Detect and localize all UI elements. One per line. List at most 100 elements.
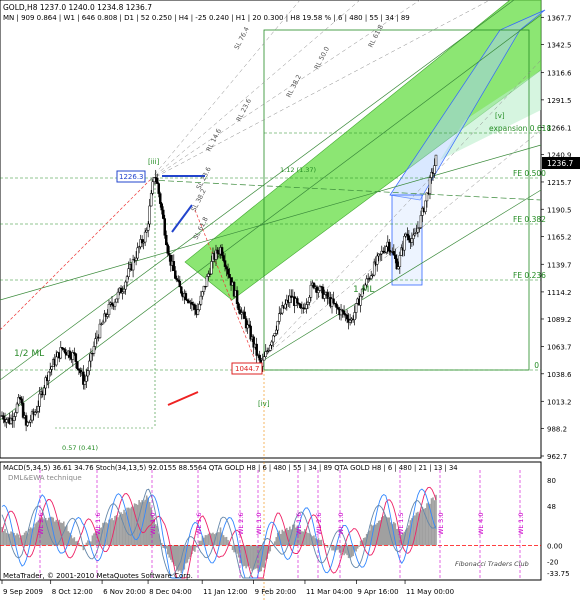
macd-bar <box>373 524 376 546</box>
macd-bar <box>402 533 404 546</box>
time-tick-label: 8 Dec 04:00 <box>149 588 192 596</box>
candle-body <box>255 343 258 356</box>
macd-bar <box>138 500 140 546</box>
red-support-segment <box>167 391 199 406</box>
macd-bar <box>240 545 243 564</box>
macd-bar <box>213 534 216 546</box>
macd-bar <box>78 542 80 546</box>
macd-bar <box>11 532 14 546</box>
macd-bar <box>270 545 273 547</box>
fib-zero-label: 0 <box>534 361 539 370</box>
candle-body <box>15 403 19 413</box>
macd-bar <box>209 532 211 546</box>
macd-bar <box>429 503 431 546</box>
candle-body <box>318 286 322 291</box>
candle-body <box>146 223 150 231</box>
candle-body <box>64 349 67 354</box>
time-tick-label: 9 Apr 16:00 <box>357 588 398 596</box>
indicator-tick-label: 80 <box>547 477 556 485</box>
macd-bar <box>79 545 82 547</box>
candle-body <box>323 294 326 299</box>
bottom-price-text: 1044.7 <box>235 365 260 373</box>
fork-level-label: SL 76.4 <box>233 26 251 51</box>
macd-bar <box>162 545 165 548</box>
price-tick-label: 1139.7 <box>547 261 572 269</box>
candle-body <box>44 377 47 389</box>
fork-line-2 <box>0 0 515 381</box>
bottom-price-box <box>231 362 263 375</box>
price-tick-label: 1089.2 <box>547 316 572 324</box>
candle-body <box>100 323 103 326</box>
candle-body <box>152 177 156 183</box>
candle-body <box>47 371 50 382</box>
candle-body <box>71 352 75 360</box>
candle-body <box>158 193 162 204</box>
macd-bar <box>405 529 407 546</box>
time-tick-label: 11 Mar 04:00 <box>306 588 353 596</box>
macd-bar <box>225 536 228 546</box>
macd-bar <box>261 545 264 568</box>
price-tick-label: 988.2 <box>547 425 567 433</box>
candle-body <box>101 321 105 325</box>
top-price-box <box>116 170 146 183</box>
candle-body <box>79 370 82 374</box>
candle-body <box>68 350 72 358</box>
macd-bar <box>139 502 142 546</box>
indicator-vertical-label: WL 4.0 <box>477 513 485 535</box>
indicator-vertical-label: WL 1.0 <box>337 513 345 535</box>
price-axis: 1367.7 1342.5 1316.6 1291.5 1266.1 1240.9 1215… <box>541 14 572 461</box>
macd-bar <box>5 532 8 546</box>
fe-0500-label: FE 0.500 <box>513 169 546 178</box>
macd-bar <box>212 532 214 546</box>
fan-line-5 <box>259 59 542 361</box>
candle-body <box>193 304 197 310</box>
macd-bar <box>251 545 253 571</box>
macd-bar <box>96 533 98 546</box>
macd-bar <box>298 529 300 546</box>
candle-body <box>428 177 432 194</box>
macd-bar <box>389 522 392 546</box>
candle-body <box>136 247 139 259</box>
macd-bar <box>334 545 336 553</box>
price-tick-label: 1316.6 <box>547 70 572 78</box>
candle-body <box>308 297 311 303</box>
ratio-mid-label: 1.12 (1.37) <box>280 166 316 174</box>
price-tick-label: 1240.9 <box>547 152 572 160</box>
fork-lines <box>0 0 542 421</box>
candle-body <box>33 412 37 415</box>
macd-bar <box>111 518 113 546</box>
macd-bar <box>420 510 422 546</box>
price-tick-label: 1367.7 <box>547 14 572 22</box>
candle-body <box>163 218 166 236</box>
candle-body <box>410 238 414 243</box>
macd-bar <box>350 545 353 558</box>
candle-body <box>151 181 154 194</box>
stoch-signal-line <box>1 488 437 579</box>
blue-fork-area <box>389 9 546 201</box>
macd-bar <box>85 542 88 546</box>
indicator-axis: 80 48 0.00 -20 -33.75 <box>547 477 570 578</box>
price-tick-label: 1038.6 <box>547 371 572 379</box>
macd-bar <box>76 540 79 546</box>
candle-body <box>232 281 236 297</box>
fork-level-label: SL 38.2 <box>190 188 208 213</box>
macd-bar <box>93 533 95 546</box>
macd-bar <box>406 527 409 546</box>
candle-body <box>149 193 153 207</box>
price-tick-label: 1114.2 <box>547 289 572 297</box>
time-tick-label: 9 Feb 20:00 <box>255 588 296 596</box>
candle-body <box>397 266 400 270</box>
macd-bar <box>28 528 30 546</box>
macd-bar <box>168 545 171 558</box>
fe-0236-label: FE 0.236 <box>513 271 546 280</box>
candle-body <box>321 286 325 299</box>
macd-bar <box>356 545 359 549</box>
macd-bar <box>183 545 186 570</box>
candle-body <box>85 375 88 382</box>
macd-bar <box>218 532 220 546</box>
candle-body <box>82 371 85 385</box>
candle-body <box>228 273 231 278</box>
candle-body <box>415 231 418 234</box>
time-tick-label: 6 Nov 20:00 <box>103 588 146 596</box>
